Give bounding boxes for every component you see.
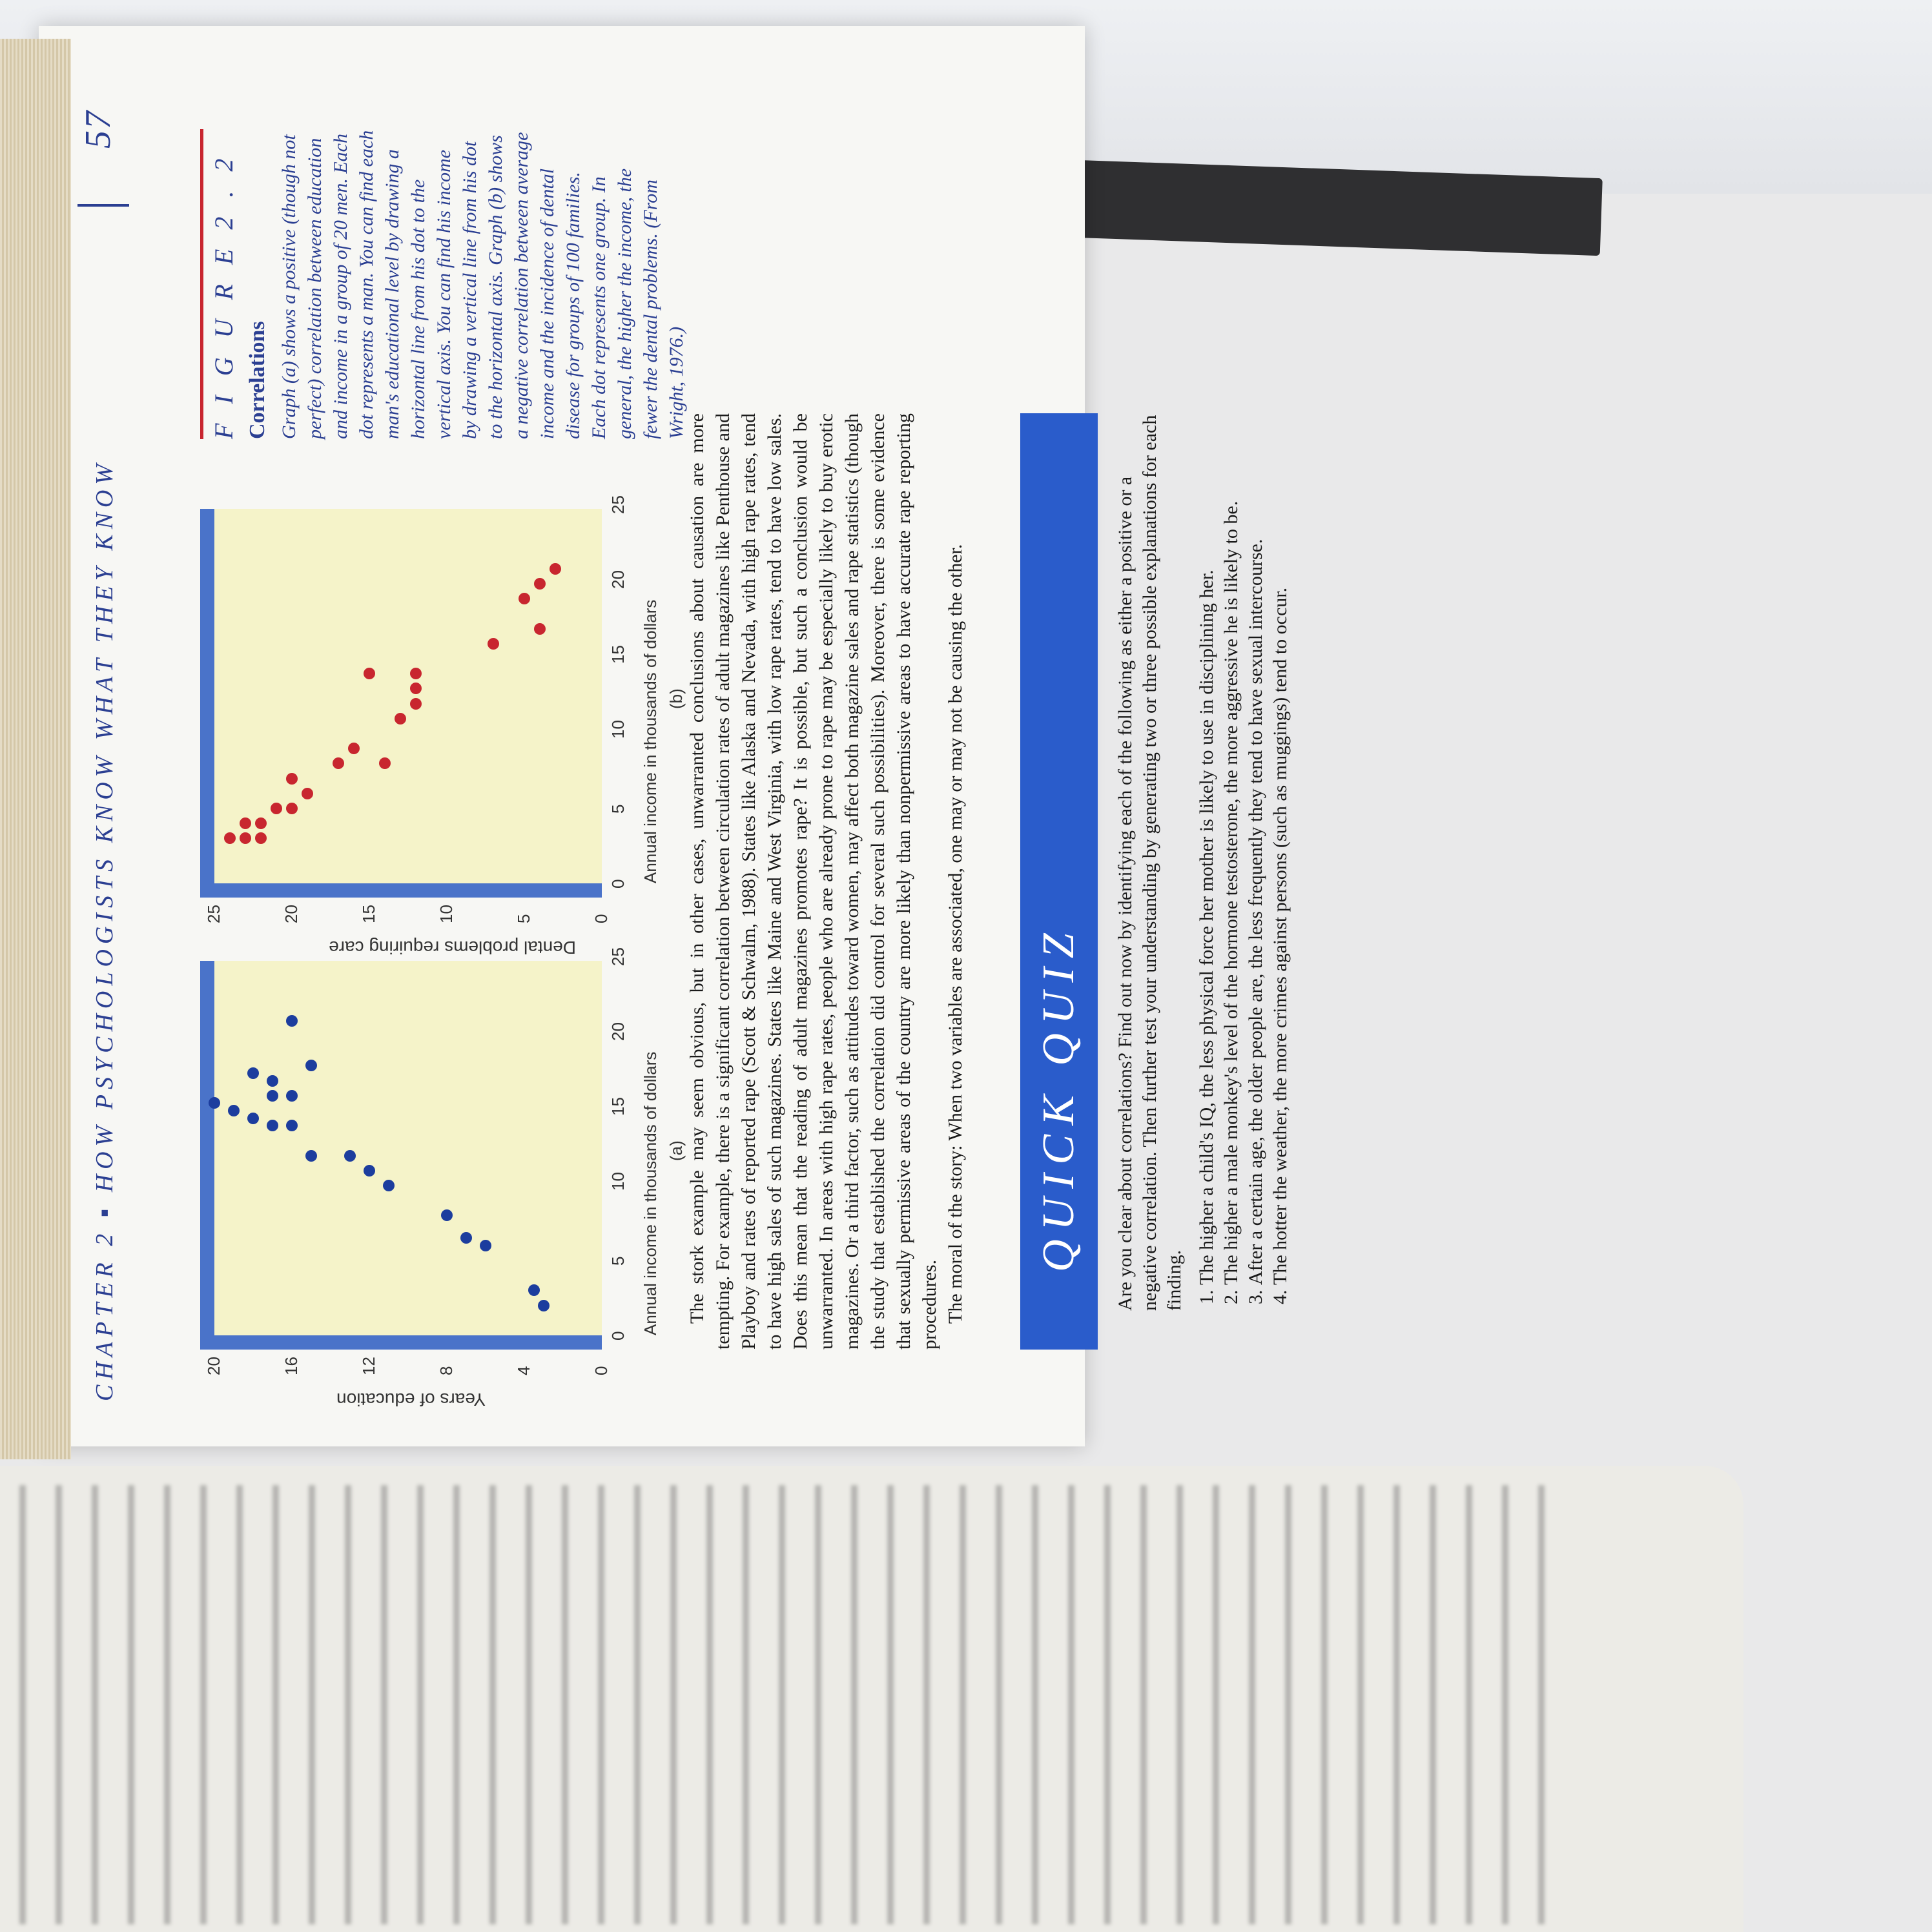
running-header: CHAPTER 2 ▪ HOW PSYCHOLOGISTS KNOW WHAT …	[77, 110, 129, 1401]
chart-b-point	[364, 668, 375, 680]
chart-b-point	[224, 832, 236, 845]
chart-b-point	[488, 637, 499, 650]
header-rule	[77, 204, 129, 207]
quiz-title: QUICK QUIZ	[1034, 924, 1084, 1272]
chart-b-point	[240, 817, 251, 830]
chart-b-x-tick: 10	[608, 720, 628, 739]
chart-a-point	[286, 1120, 298, 1132]
figure-title: Correlations	[245, 321, 269, 439]
chart-a-point	[267, 1120, 278, 1132]
chart-b-x-tick: 5	[608, 804, 628, 814]
chart-a-point	[538, 1299, 550, 1311]
chart-b-x-tick: 15	[608, 645, 628, 664]
scatter-chart-a: Years of education Annual income in thou…	[200, 947, 686, 1410]
chart-a-point	[460, 1232, 472, 1244]
chart-a-x-tick: 5	[608, 1256, 628, 1266]
page-edges	[0, 39, 71, 1459]
chart-a-y-tick: 16	[282, 1357, 301, 1375]
chart-a-point	[441, 1209, 453, 1222]
chart-a-x-tick: 20	[608, 1022, 628, 1041]
facing-page	[0, 1466, 1743, 1932]
scatter-chart-b: Dental problems requiring care Annual in…	[200, 495, 686, 958]
chart-a-point	[228, 1105, 240, 1116]
chart-b-y-tick: 15	[359, 905, 378, 923]
chart-b-y-tick: 20	[282, 905, 301, 923]
chart-b-point	[534, 622, 546, 635]
quiz-item-4: The hotter the weather, the more crimes …	[1268, 413, 1293, 1285]
quiz-list: The higher a child's IQ, the less physic…	[1195, 413, 1293, 1311]
chart-a-point	[267, 1089, 278, 1102]
chart-b-point	[550, 562, 561, 575]
chart-a-point	[480, 1239, 491, 1251]
chart-a-panel-label: (a)	[666, 1140, 686, 1161]
paragraph-2: The moral of the story: When two variabl…	[945, 544, 966, 1324]
chart-a-x-tick: 25	[608, 947, 628, 966]
chart-a-x-tick: 15	[608, 1097, 628, 1116]
quiz-banner: QUICK QUIZ	[1020, 413, 1098, 1350]
textbook-page: CHAPTER 2 ▪ HOW PSYCHOLOGISTS KNOW WHAT …	[39, 26, 1291, 1446]
quick-quiz: QUICK QUIZ Are you clear about correlati…	[1020, 413, 1293, 1350]
chart-b-point	[410, 683, 422, 695]
chart-a-ylabel: Years of education	[336, 1390, 486, 1410]
chart-a-x-tick: 10	[608, 1172, 628, 1191]
chart-a-xlabel: Annual income in thousands of dollars	[641, 1051, 660, 1335]
figure-caption-text: Graph (a) shows a positive (though not p…	[278, 130, 687, 439]
quiz-item-2: The higher a male monkey's level of the …	[1219, 413, 1244, 1285]
chart-a-point	[209, 1097, 220, 1109]
chart-b-point	[395, 712, 406, 724]
chart-a-point	[247, 1067, 259, 1079]
chart-b-point	[240, 832, 251, 845]
chart-b-point	[302, 787, 313, 799]
quiz-intro: Are you clear about correlations? Find o…	[1115, 415, 1185, 1311]
chart-a-point	[364, 1164, 375, 1177]
chart-b-point	[410, 697, 422, 710]
chart-b-x-tick: 0	[608, 879, 628, 889]
chart-b-point	[410, 668, 422, 680]
chart-b-x-tick: 25	[608, 495, 628, 514]
chart-b-point	[534, 578, 546, 590]
paragraph-1: The stork example may seem obvious, but …	[686, 413, 940, 1350]
chart-b-y-tick: 25	[204, 905, 223, 923]
chart-b-panel-label: (b)	[666, 688, 686, 709]
chart-a-y-tick: 4	[514, 1366, 533, 1375]
chart-a-x-tick: 0	[608, 1331, 628, 1341]
chart-b-point	[255, 817, 267, 830]
quiz-item-1: The higher a child's IQ, the less physic…	[1195, 413, 1219, 1285]
facing-page-text-blur	[19, 1485, 1569, 1924]
quiz-item-3: After a certain age, the older people ar…	[1244, 413, 1268, 1285]
chart-a-point	[528, 1284, 540, 1297]
chart-b-point	[286, 803, 298, 814]
chart-b-ylabel: Dental problems requiring care	[329, 938, 576, 958]
chart-a-point	[247, 1112, 259, 1124]
chart-b-point	[348, 743, 360, 755]
chart-a-point	[344, 1149, 356, 1162]
chart-a-point	[305, 1060, 317, 1072]
chart-b-point	[271, 803, 282, 814]
chart-a-point	[267, 1074, 278, 1087]
chart-a-y-tick: 20	[204, 1357, 223, 1375]
figure-label: F I G U R E 2 . 2	[200, 129, 239, 439]
chart-b-point	[255, 832, 267, 845]
chart-b-y-tick: 0	[591, 914, 611, 923]
chart-b-point	[379, 757, 391, 770]
figure-caption: F I G U R E 2 . 2 Correlations Graph (a)…	[200, 129, 690, 439]
page-number: 57	[78, 110, 118, 149]
chart-a-y-tick: 12	[359, 1357, 378, 1375]
chart-b-y-tick: 5	[514, 914, 533, 923]
chart-b-point	[286, 772, 298, 785]
chart-b-y-tick: 10	[437, 905, 456, 923]
chart-a-point	[305, 1149, 317, 1162]
chart-a-point	[286, 1089, 298, 1102]
chart-b-xlabel: Annual income in thousands of dollars	[641, 599, 660, 883]
chart-a-y-tick: 0	[591, 1366, 611, 1375]
chart-a-point	[286, 1014, 298, 1027]
chart-b-point	[333, 757, 344, 770]
chapter-title: CHAPTER 2 ▪ HOW PSYCHOLOGISTS KNOW WHAT …	[91, 458, 118, 1401]
body-text: The stork example may seem obvious, but …	[684, 413, 969, 1350]
chart-b-point	[519, 593, 530, 605]
chart-a-point	[383, 1180, 395, 1191]
chart-b-x-tick: 20	[608, 570, 628, 589]
chart-a-y-tick: 8	[437, 1366, 456, 1375]
